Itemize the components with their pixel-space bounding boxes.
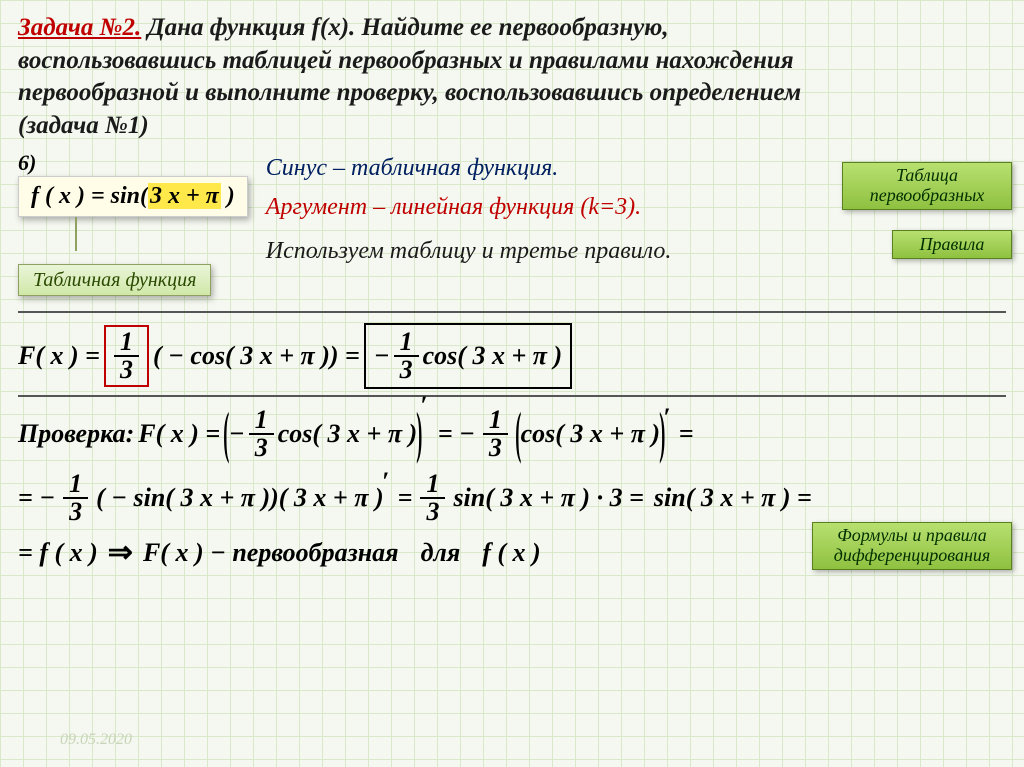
footer-date: 09.05.2020 (60, 731, 132, 749)
proof-line-1: Проверка: F( x ) = ( − 13 cos( 3 x + π )… (18, 407, 1006, 461)
given-function-box: f ( x ) = sin(3 x + π ) (18, 176, 248, 217)
divider-2 (18, 395, 1006, 397)
rules-button[interactable]: Правила (892, 230, 1012, 259)
callout-connector (75, 217, 77, 251)
note-argument: Аргумент – линейная функция (k=3). (266, 189, 826, 225)
note-method: Используем таблицу и третье правило. (266, 233, 826, 269)
given-arg-highlight: 3 x + π (148, 183, 221, 209)
solution-line: F( x ) = 13 ( − cos( 3 x + π )) = − 13 c… (18, 323, 1006, 389)
given-rhs: ) (221, 183, 235, 209)
problem-title: Задача №2. Дана функция f(x). Найдите ее… (18, 12, 838, 142)
divider-1 (18, 311, 1006, 313)
given-lhs: f ( x ) = sin( (31, 183, 148, 209)
formulas-button[interactable]: Формулы и правила дифференцирования (812, 522, 1012, 570)
callout-table-function: Табличная функция (18, 264, 211, 296)
boxed-result: − 13 cos( 3 x + π ) (364, 323, 572, 389)
table-button[interactable]: Таблица первообразных (842, 162, 1012, 210)
implies-arrow: ⇒ (108, 535, 133, 570)
note-sinus: Синус – табличная функция. (266, 150, 826, 186)
proof-line-2: = − 13 ( − sin( 3 x + π ))( 3 x + π ) = … (18, 471, 1006, 525)
task-label: Задача №2. (18, 14, 141, 41)
item-number: 6) (18, 150, 248, 176)
boxed-fraction: 13 (104, 325, 149, 387)
